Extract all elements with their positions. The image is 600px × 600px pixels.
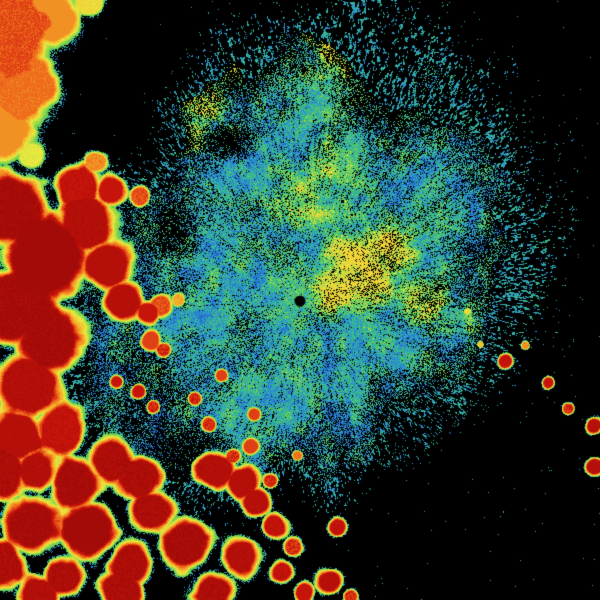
weather-radar-display xyxy=(0,0,600,600)
radar-reflectivity-image xyxy=(0,0,600,600)
